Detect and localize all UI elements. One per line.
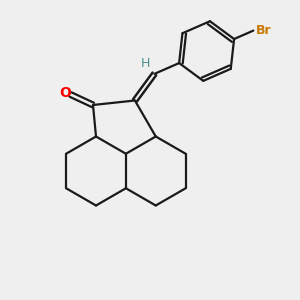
Text: H: H: [141, 57, 150, 70]
Text: O: O: [59, 86, 71, 100]
Text: Br: Br: [256, 24, 272, 37]
